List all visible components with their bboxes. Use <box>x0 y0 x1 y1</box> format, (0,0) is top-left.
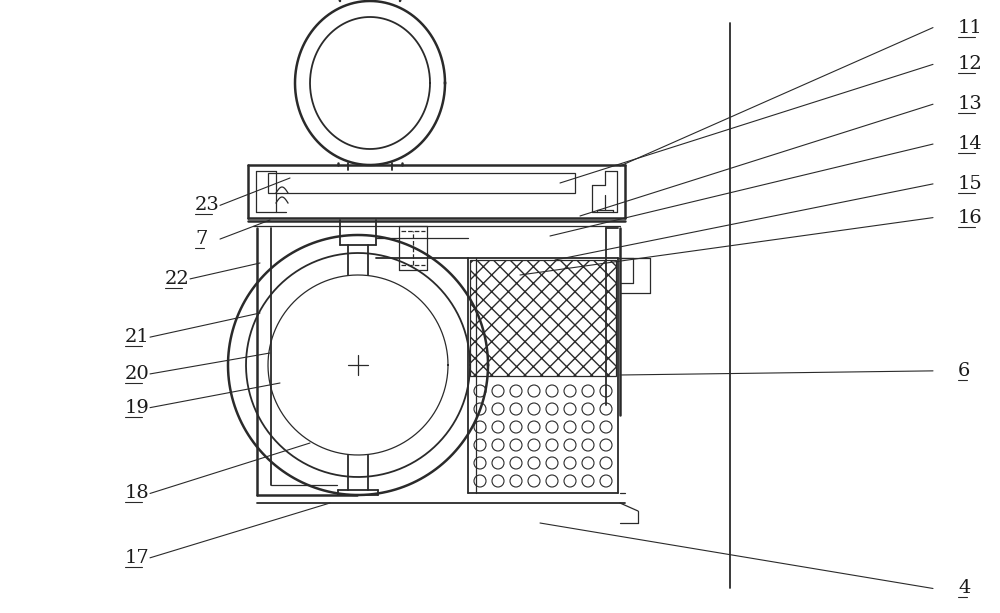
Text: 21: 21 <box>125 328 150 346</box>
Bar <box>470 260 616 376</box>
Text: 14: 14 <box>958 135 983 153</box>
Text: 17: 17 <box>125 549 150 567</box>
Text: 22: 22 <box>165 270 190 288</box>
Text: 6: 6 <box>958 362 970 380</box>
Text: 7: 7 <box>195 230 207 248</box>
Text: 19: 19 <box>125 398 150 417</box>
Text: 18: 18 <box>125 484 150 503</box>
Text: 20: 20 <box>125 365 150 383</box>
Text: 13: 13 <box>958 95 983 113</box>
Bar <box>268 173 575 193</box>
Text: 16: 16 <box>958 208 983 227</box>
Text: 15: 15 <box>958 175 983 193</box>
Text: 11: 11 <box>958 18 983 37</box>
Text: 4: 4 <box>958 579 970 598</box>
Text: 23: 23 <box>195 196 220 215</box>
Text: 12: 12 <box>958 55 983 74</box>
